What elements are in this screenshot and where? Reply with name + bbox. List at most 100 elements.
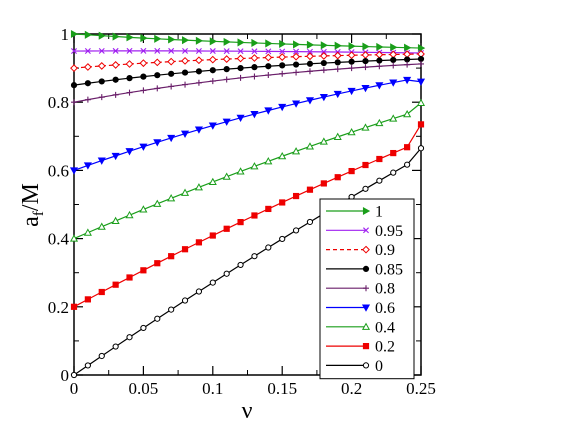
data-point (265, 48, 272, 55)
data-point (237, 65, 244, 72)
data-point (390, 56, 397, 64)
data-point (347, 51, 356, 60)
data-point (362, 185, 369, 192)
data-point (167, 134, 176, 143)
data-point (97, 62, 106, 70)
data-point (320, 67, 327, 74)
legend-label: 0 (375, 358, 383, 375)
data-point (265, 63, 272, 70)
data-point (306, 68, 313, 75)
data-point (320, 180, 327, 187)
data-point (71, 99, 77, 106)
data-point (153, 58, 162, 67)
y-tick-label: 0 (61, 366, 70, 385)
data-point (293, 40, 301, 49)
data-point (362, 58, 369, 65)
data-point (334, 174, 341, 181)
data-point (70, 303, 78, 310)
data-point (154, 260, 161, 267)
data-point (223, 37, 231, 46)
data-point (361, 123, 370, 131)
data-point (154, 72, 161, 79)
data-point (126, 75, 133, 82)
data-point (305, 142, 315, 150)
data-point (279, 39, 287, 48)
series-0.8 (71, 60, 424, 106)
legend-marker (362, 265, 370, 272)
data-point (195, 36, 204, 45)
data-point (222, 172, 231, 180)
data-point (70, 64, 78, 73)
data-point (306, 52, 314, 61)
data-point (195, 79, 202, 86)
data-point (140, 34, 148, 43)
data-point (264, 107, 273, 115)
series-line (73, 50, 422, 54)
data-point (404, 43, 412, 52)
data-point (334, 66, 341, 73)
data-point (250, 162, 259, 170)
legend-item: 0.6 (326, 300, 395, 317)
data-point (154, 85, 161, 92)
data-point (264, 157, 273, 165)
y-axis-label-sub: f (31, 211, 47, 216)
data-point (416, 98, 426, 106)
data-point (403, 109, 412, 118)
data-point (251, 73, 258, 80)
data-point (195, 68, 203, 75)
series-group (69, 29, 426, 379)
data-point (236, 167, 245, 175)
data-point (306, 40, 315, 49)
data-point (195, 56, 203, 65)
data-point (111, 61, 120, 69)
data-point (305, 97, 315, 105)
data-point (84, 47, 91, 54)
legend-marker (361, 322, 371, 330)
data-point (362, 161, 369, 169)
legend-item: 0.85 (326, 261, 403, 278)
data-point (376, 42, 384, 52)
data-point (279, 70, 286, 77)
data-point (334, 41, 342, 50)
data-point (417, 55, 425, 63)
data-point (278, 53, 287, 61)
data-point (181, 36, 190, 45)
x-tick-label: 0.1 (202, 379, 223, 398)
data-point (208, 55, 217, 64)
data-point (125, 210, 134, 219)
legend-label: 0.4 (375, 319, 395, 336)
data-point (390, 149, 397, 157)
data-point (139, 143, 148, 151)
data-point (404, 61, 411, 68)
data-point (306, 48, 313, 55)
data-point (265, 244, 272, 251)
data-point (361, 84, 370, 93)
data-point (111, 216, 120, 224)
data-point (181, 56, 189, 65)
data-point (112, 76, 119, 83)
x-axis-label: ν (242, 398, 253, 424)
data-point (292, 100, 301, 108)
data-point (390, 43, 398, 52)
data-point (390, 169, 397, 176)
data-point (223, 76, 230, 83)
svg-text:af/M: af/M (18, 183, 47, 227)
data-point (279, 199, 286, 206)
data-point (180, 130, 190, 138)
data-point (181, 69, 189, 76)
data-point (209, 48, 216, 55)
data-point (251, 253, 258, 260)
data-point (390, 62, 397, 69)
series-line (73, 63, 422, 103)
legend-label: 0.8 (375, 281, 395, 298)
y-tick-label: 0.6 (48, 161, 69, 180)
data-point (70, 82, 78, 89)
data-point (167, 194, 176, 202)
data-point (112, 281, 119, 288)
data-point (320, 59, 327, 67)
data-point (404, 56, 411, 63)
data-point (194, 183, 203, 191)
legend-item: 0.2 (326, 339, 395, 356)
y-tick-label: 1 (61, 25, 70, 44)
